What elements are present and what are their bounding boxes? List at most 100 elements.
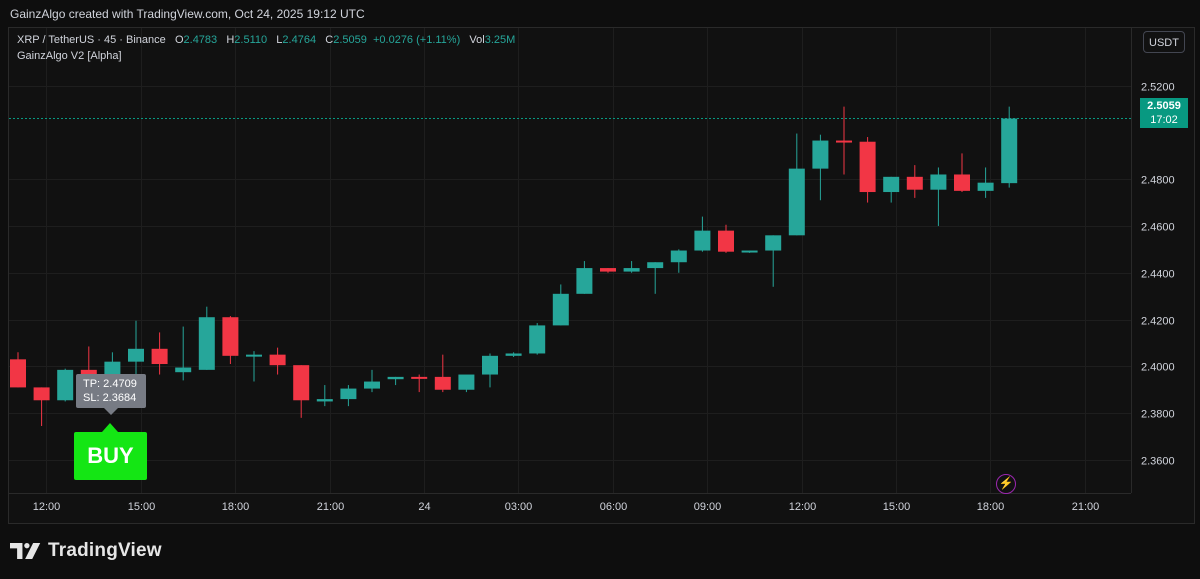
time-tick-label: 03:00 — [505, 501, 533, 513]
take-profit-text: TP: 2.4709 — [83, 378, 137, 390]
candle-body — [718, 230, 734, 252]
last-price-value: 2.5059 — [1147, 100, 1181, 112]
chart-pane[interactable]: 2.3600 2.3800 2.4000 2.4200 2.4400 2.4600 2.48… — [8, 27, 1195, 524]
time-tick-label: 06:00 — [600, 501, 628, 513]
time-tick-label: 21:00 — [1072, 501, 1100, 513]
change-value: +0.0276 (+1.11%) — [372, 34, 461, 46]
tp-sl-tooltip: TP: 2.4709 SL: 2.3684 — [76, 374, 146, 408]
candle-body — [364, 381, 380, 389]
candles — [10, 106, 1018, 427]
volume-label: Vol — [469, 34, 485, 46]
candle-body — [977, 182, 994, 191]
candle-body — [1001, 118, 1018, 184]
open-label: O — [174, 34, 184, 46]
time-tick-label: 18:00 — [977, 501, 1005, 513]
price-tick-label: 2.4200 — [1141, 316, 1175, 328]
candle-body — [552, 293, 569, 326]
price-tick-label: 2.4800 — [1141, 175, 1175, 187]
time-tick-label: 12:00 — [33, 501, 61, 513]
stop-loss-text: SL: 2.3684 — [83, 392, 137, 404]
candle-body — [293, 365, 310, 401]
candle-body — [930, 174, 947, 190]
candle-body — [812, 140, 829, 169]
chart-legend: XRP / TetherUS · 45 · Binance O2.4783 H2… — [17, 32, 515, 64]
close-value: 2.5059 — [333, 34, 367, 46]
tradingview-brand: TradingView — [10, 540, 162, 562]
price-tick-label: 2.5200 — [1141, 82, 1175, 94]
chart-grid — [9, 28, 1131, 493]
candle-body — [198, 317, 215, 370]
ohlc-row: XRP / TetherUS · 45 · Binance O2.4783 H2… — [17, 32, 515, 48]
candle-body — [316, 399, 333, 402]
time-tick-label: 24 — [418, 501, 430, 513]
lightning-icon[interactable]: ⚡ — [996, 474, 1016, 494]
candle-body — [788, 168, 805, 236]
candle-body — [765, 235, 782, 251]
candle-body — [505, 353, 522, 356]
time-tick-label: 15:00 — [128, 501, 156, 513]
candle-body — [222, 317, 239, 356]
candle-body — [340, 388, 357, 400]
buy-signal-pointer — [102, 423, 118, 432]
candle-body — [647, 262, 664, 269]
candle-body — [175, 367, 192, 373]
bar-countdown: 17:02 — [1150, 114, 1178, 126]
candle-body — [57, 369, 74, 401]
low-value: 2.4764 — [282, 34, 317, 46]
candle-body — [694, 230, 711, 251]
tradingview-logo-icon — [10, 543, 41, 559]
high-value: 2.5110 — [234, 34, 268, 46]
candle-body — [670, 250, 687, 263]
candle-body — [600, 268, 616, 272]
candle-body — [529, 325, 546, 354]
candle-body — [623, 268, 640, 272]
candle-body — [836, 140, 852, 143]
candle-body — [33, 387, 50, 401]
candlestick-chart[interactable]: 2.3600 2.3800 2.4000 2.4200 2.4400 2.4600 2.48… — [9, 28, 1194, 523]
candle-body — [883, 176, 900, 193]
symbol-label[interactable]: XRP / TetherUS · 45 · Binance — [17, 34, 166, 46]
high-label: H — [226, 34, 235, 46]
candle-body — [151, 348, 168, 365]
candle-body — [411, 376, 428, 379]
price-tick-label: 2.4600 — [1141, 222, 1175, 234]
close-label: C — [325, 34, 334, 46]
candle-body — [458, 374, 475, 390]
brand-name: TradingView — [48, 540, 162, 561]
time-tick-label: 15:00 — [883, 501, 911, 513]
time-axis: 12:00 15:00 18:00 21:00 24 03:00 06:00 09:00 12:… — [9, 493, 1131, 513]
candle-body — [482, 355, 498, 375]
price-axis: 2.3600 2.3800 2.4000 2.4200 2.4400 2.4600 2.48… — [1131, 28, 1175, 493]
indicator-name[interactable]: GainzAlgo V2 [Alpha] — [17, 50, 122, 62]
candle-body — [104, 361, 121, 375]
price-tick-label: 2.4000 — [1141, 362, 1175, 374]
attribution-text: GainzAlgo created with TradingView.com, … — [10, 7, 365, 21]
candle-body — [954, 174, 970, 191]
time-tick-label: 09:00 — [694, 501, 722, 513]
buy-signal-label: BUY — [74, 432, 147, 480]
candle-body — [576, 268, 593, 294]
candle-body — [128, 348, 144, 362]
candle-body — [741, 250, 758, 253]
tooltip-pointer — [104, 408, 118, 415]
candle-body — [906, 176, 923, 190]
indicator-row: GainzAlgo V2 [Alpha] — [17, 48, 515, 64]
attribution-bar: GainzAlgo created with TradingView.com, … — [0, 0, 1200, 27]
open-value: 2.4783 — [183, 34, 218, 46]
volume-value: 3.25M — [484, 34, 516, 46]
candle-body — [80, 369, 97, 376]
currency-button[interactable]: USDT — [1143, 31, 1185, 53]
time-tick-label: 18:00 — [222, 501, 250, 513]
time-tick-label: 21:00 — [317, 501, 345, 513]
candle-body — [434, 376, 451, 390]
time-tick-label: 12:00 — [789, 501, 817, 513]
price-tick-label: 2.3600 — [1141, 456, 1175, 468]
candle-body — [859, 141, 876, 193]
price-tick-label: 2.3800 — [1141, 409, 1175, 421]
candle-body — [387, 376, 404, 380]
candle-body — [269, 354, 286, 366]
low-label: L — [276, 34, 283, 46]
price-tick-label: 2.4400 — [1141, 269, 1175, 281]
candle-body — [246, 354, 262, 357]
candle-body — [10, 359, 26, 388]
